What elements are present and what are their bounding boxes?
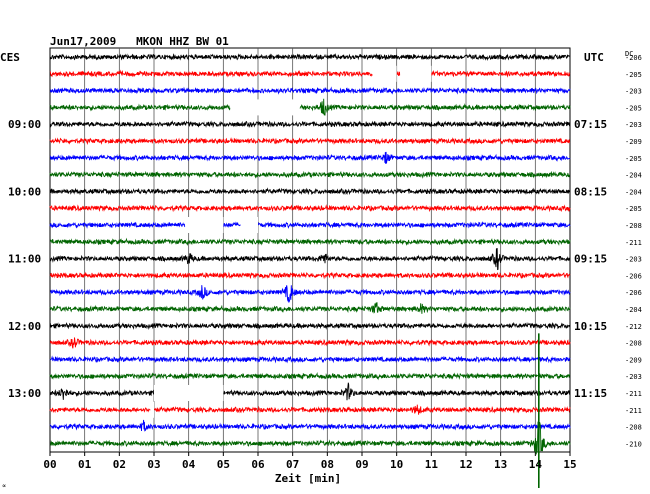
data-gap [154,385,224,401]
dc-offset-label: -203 [625,256,642,264]
left-time-label: 12:00 [8,320,41,333]
seismic-trace [49,404,571,415]
dc-offset-label: -205 [625,104,642,112]
data-gap [185,217,224,233]
label-layer: Jun17,2009 MKON HHZ BW 01 CES UTC DC Zei… [0,35,642,490]
corner-mark: ∝ [2,482,6,490]
dc-offset-label: -203 [625,121,642,129]
seismic-trace [49,98,571,116]
x-tick-label: 08 [321,458,334,471]
left-time-label: 09:00 [8,118,41,131]
x-tick-label: 07 [286,458,299,471]
seismic-trace [49,69,571,78]
data-gap [230,99,300,116]
x-tick-label: 12 [459,458,472,471]
dc-offset-label: -204 [625,188,642,196]
seismic-trace [49,421,571,469]
left-time-label: 10:00 [8,185,41,198]
seismic-trace [49,382,571,401]
dc-header: DC [625,50,633,58]
dc-offset-label: -212 [625,323,642,331]
data-gap [400,65,432,82]
x-tick-label: 13 [494,458,507,471]
dc-offset-label: -205 [625,205,642,213]
dc-offset-label: -206 [625,289,642,297]
seismic-trace [49,355,571,364]
dc-offset-label: -206 [625,54,642,62]
right-time-label: 09:15 [574,253,607,266]
seismic-trace [49,302,571,314]
dc-offset-label: -211 [625,407,642,415]
chart-title: Jun17,2009 MKON HHZ BW 01 [50,35,229,48]
seismic-trace [49,419,571,432]
left-timezone-label: CES [0,51,20,64]
seismic-trace [49,221,571,229]
dc-offset-label: -210 [625,440,642,448]
seismic-trace [49,271,571,280]
x-tick-label: 01 [78,458,92,471]
seismic-trace [49,321,571,331]
seismic-trace [49,204,571,213]
seismic-trace [49,285,571,303]
data-gap [240,217,258,233]
seismic-trace [49,337,571,349]
left-time-label: 11:00 [8,253,41,266]
dc-offset-label: -205 [625,71,642,79]
x-tick-label: 05 [217,458,230,471]
x-tick-label: 14 [529,458,543,471]
seismic-trace [49,248,571,271]
dc-offset-label: -208 [625,424,642,432]
dc-offset-label: -203 [625,88,642,96]
plot-frame [49,47,571,453]
dc-offset-label: -206 [625,272,642,280]
right-time-label: 10:15 [574,320,607,333]
data-gap [372,65,397,82]
dc-offset-label: -208 [625,222,642,230]
seismic-trace [49,170,571,179]
right-time-label: 07:15 [574,118,607,131]
x-tick-label: 00 [43,458,56,471]
data-gap [150,401,154,418]
seismic-trace [49,86,571,95]
seismic-trace [49,120,571,129]
x-tick-label: 11 [425,458,439,471]
seismic-trace [49,151,571,164]
dc-offset-label: -204 [625,172,642,180]
dc-offset-label: -209 [625,356,642,364]
right-timezone-label: UTC [584,51,604,64]
right-time-label: 08:15 [574,185,607,198]
x-tick-label: 06 [251,458,265,471]
x-tick-label: 02 [113,458,126,471]
seismic-trace [49,137,571,145]
dc-offset-label: -211 [625,390,642,398]
x-tick-label: 09 [355,458,368,471]
x-axis-label: Zeit [min] [275,472,341,485]
x-tick-label: 15 [563,458,576,471]
dc-offset-label: -211 [625,239,642,247]
dc-offset-label: -209 [625,138,642,146]
left-time-label: 13:00 [8,387,41,400]
trace-layer [49,53,571,488]
dc-offset-label: -204 [625,306,642,314]
seismic-trace [49,187,571,196]
seismic-trace [49,53,571,61]
x-tick-label: 10 [390,458,403,471]
seismic-trace [49,237,571,246]
dc-offset-label: -203 [625,373,642,381]
x-tick-label: 03 [147,458,160,471]
seismic-trace [49,371,571,381]
x-tick-label: 04 [182,458,196,471]
dc-offset-label: -208 [625,340,642,348]
right-time-label: 11:15 [574,387,607,400]
dc-offset-label: -205 [625,155,642,163]
